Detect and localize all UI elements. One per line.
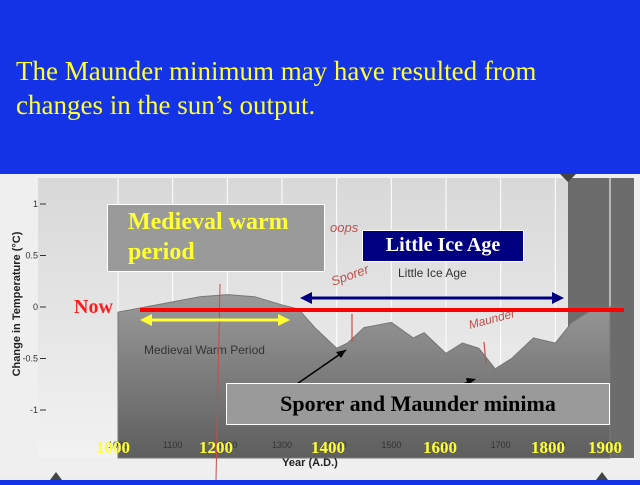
x-tick-label: 1100 — [163, 440, 182, 450]
slide-title: The Maunder minimum may have resulted fr… — [16, 54, 636, 122]
year-label-1600: 1600 — [423, 438, 457, 457]
bottom-right-marker — [596, 472, 608, 480]
black-arrow-sporer — [293, 349, 347, 387]
maunder-pen-arrow — [483, 341, 487, 365]
little-ice-age-arrowhead-left — [300, 292, 312, 304]
y-axis-ticks: 1 0.5 0 -0.5 -1 — [22, 199, 46, 415]
bottom-left-marker — [50, 472, 62, 480]
x-tick-label: 1200 — [217, 440, 237, 450]
y-tick-label: 0 — [33, 302, 38, 312]
minima-label: Sporer and Maunder minima — [280, 391, 556, 416]
year-label-1400: 1400 — [311, 438, 345, 457]
x-tick-label: 1700 — [491, 440, 511, 450]
black-arrowhead-sporer — [336, 350, 346, 358]
medieval-warm-period-box: Medieval warm period — [107, 204, 325, 272]
annotation-medieval-warm-period: Medieval Warm Period — [144, 343, 265, 357]
title-line-1: The Maunder minimum may have resulted fr… — [16, 56, 537, 86]
y-tick-label: -0.5 — [22, 354, 38, 364]
year-label-1200: 1200 — [199, 438, 233, 457]
handwritten-oops: oops — [330, 220, 359, 235]
medieval-label-line-1: Medieval warm — [128, 209, 289, 235]
little-ice-age-box: Little Ice Age — [362, 230, 524, 262]
x-tick-label: 1500 — [381, 440, 401, 450]
y-tick-label: 0.5 — [25, 251, 38, 261]
year-label-1900: 1900 — [588, 438, 622, 457]
year-label-1000: 1000 — [96, 438, 130, 457]
medieval-label-line-2: period — [128, 239, 195, 265]
y-tick-label: -1 — [30, 405, 38, 415]
now-label: Now — [74, 296, 113, 318]
x-tick-label: 1800 — [545, 440, 565, 450]
little-ice-age-arrowhead-right — [552, 292, 564, 304]
minima-box: Sporer and Maunder minima — [226, 383, 610, 425]
little-ice-age-label: Little Ice Age — [385, 234, 501, 256]
medieval-arrowhead-right — [278, 314, 290, 326]
x-tick-label: 1000 — [108, 440, 128, 450]
x-tick-label: 1400 — [327, 440, 347, 450]
medieval-arrowhead-left — [140, 314, 152, 326]
x-tick-label: 1600 — [436, 440, 456, 450]
top-right-marker — [560, 174, 576, 182]
annotation-little-ice-age: Little Ice Age — [398, 266, 467, 280]
y-tick-label: 1 — [33, 199, 38, 209]
x-axis-ticks: 1000 1100 1200 1300 1400 1500 1600 1700 1800 1900 — [108, 440, 620, 450]
x-tick-label: 1900 — [600, 440, 620, 450]
title-line-2: changes in the sun’s output. — [16, 90, 316, 120]
year-label-1800: 1800 — [531, 438, 565, 457]
x-axis-label: Year (A.D.) — [282, 457, 338, 469]
x-tick-label: 1300 — [272, 440, 292, 450]
y-axis-label: Change in Temperature (°C) — [11, 231, 23, 376]
red-pen-line — [215, 283, 221, 481]
